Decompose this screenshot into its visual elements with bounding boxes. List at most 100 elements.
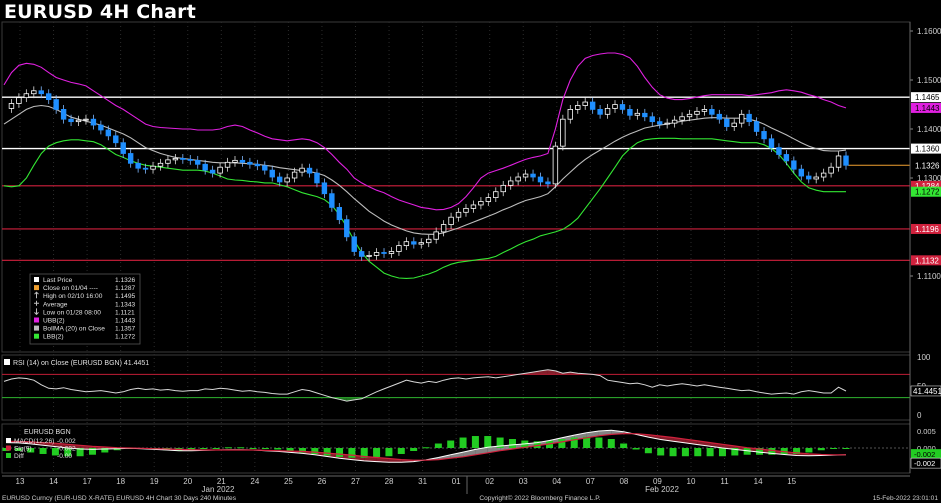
diff-bar [39,448,47,454]
candle [396,245,402,252]
level-tag-label: 1.1132 [915,256,939,265]
level-tag-label: 1.1284 [915,182,940,191]
macd-legend-value: -0.002 [57,446,76,453]
candle [493,191,499,199]
x-tick-label: 02 [485,477,494,486]
legend-swatch [34,317,39,323]
level-tag [911,92,941,103]
candle [291,171,298,179]
upper-band-tag-label: 1.1443 [915,104,940,113]
candle [455,211,462,218]
candle [470,204,477,209]
candle [642,112,648,118]
diff-bar [842,448,850,449]
candle [120,142,126,154]
diff-bar [620,443,628,448]
candle [463,207,469,213]
candle [746,113,752,123]
diff-bar [261,448,269,449]
candle [187,158,193,161]
diff-bar [768,448,776,455]
legend-swatch [34,308,39,316]
candle [426,238,432,244]
candle [433,231,439,240]
legend-value: 1.1495 [115,293,136,300]
candle [575,105,581,110]
diff-bar [669,448,677,457]
x-tick-label: 14 [754,477,763,486]
rsi-last-tag [910,385,941,397]
candle [604,108,611,115]
x-tick-label: 26 [317,477,326,486]
candle [485,197,492,202]
candle [709,109,715,115]
macd-y-tick-label: 0.005 [917,427,936,436]
x-tick-label: 08 [619,477,628,486]
diff-bar [805,448,813,453]
candle [403,241,410,247]
candle [597,109,603,115]
candle [53,99,59,110]
candle [202,163,208,171]
diff-bar [434,443,442,448]
legend-swatch [34,285,39,291]
legend-swatch [34,325,39,331]
axes-layer: 13 14 17 18 19 20 21 24 25 26 27 28 31 01 02 03 04 07 08 09… [2,22,941,494]
candle [776,147,782,155]
candle [381,252,387,254]
diff-bar [471,436,479,448]
level-tag-label: 1.1465 [915,93,940,102]
diff-bar [743,448,751,455]
footer-timestamp: 15-Feb-2022 23:01:01 [873,495,939,502]
macd-y-tick-label: 0.000 [917,444,936,453]
candle [806,175,812,180]
macd-legend-swatch [6,438,11,443]
candle [135,162,141,169]
candle [478,201,484,206]
candle [619,104,626,110]
candle [813,176,819,180]
candle [634,112,641,116]
candle [627,109,633,116]
x-tick-label: 24 [250,477,259,486]
diff-bar [780,448,788,454]
diff-bar [595,437,603,448]
legend-value: 1.1326 [115,277,136,284]
candle [351,236,357,252]
candle [530,173,536,178]
upper-band-line [3,52,847,211]
y-tick-label: 1.1300 [917,174,941,183]
legend-label: UBB(2) [43,318,65,325]
diff-bar [88,448,96,455]
candle [843,155,849,166]
candle [657,121,663,125]
x-group-label: Jan 2022 [202,485,235,494]
x-tick-label: 31 [418,477,427,486]
candle [724,118,730,127]
x-tick-label: 17 [83,477,92,486]
candle [254,163,261,167]
candle [537,176,544,183]
candle [373,252,380,256]
candle [68,118,74,123]
level-tag [911,223,941,234]
candle [299,167,305,173]
diff-bar [447,440,455,448]
candle [336,206,343,221]
candle [731,122,737,127]
candle [314,172,320,184]
candle [791,160,797,170]
x-group-label: Feb 2022 [645,485,679,494]
horizontal-levels: 1.1465 1.1360 1.1284 1.1196 1.1132 1.1443 1.13… [2,92,941,266]
candle [783,154,790,162]
x-tick-label: 14 [49,477,58,486]
candle [344,219,350,238]
rsi-y-tick-label: 0 [917,411,922,420]
legend-label: Average [43,301,68,308]
diff-bar [224,447,232,449]
legend-label: BollMA (20) on Close [43,326,105,333]
legend-value: 1.1272 [115,334,136,341]
macd-legend-swatch [6,445,11,451]
candle [671,119,678,124]
